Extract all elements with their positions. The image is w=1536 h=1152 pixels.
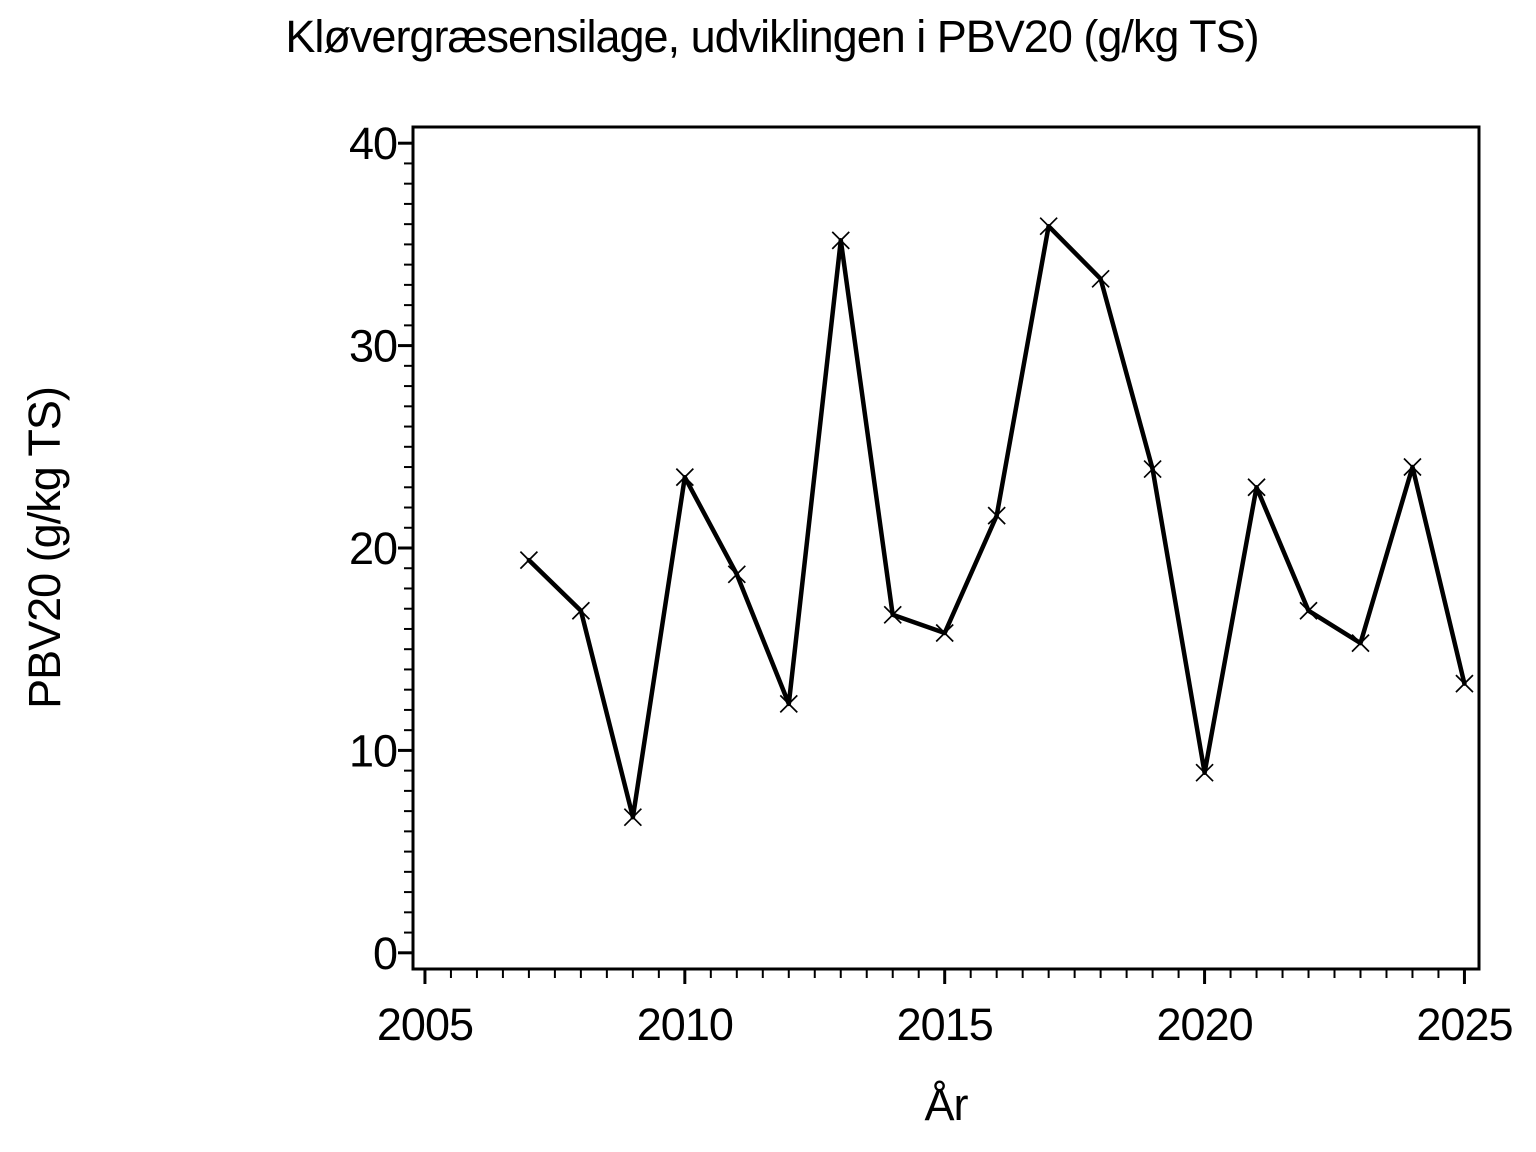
- marker-stroke: [1351, 634, 1370, 653]
- data-point-marker: [727, 565, 746, 584]
- data-point-marker: [1091, 269, 1110, 288]
- data-point-marker: [831, 231, 850, 250]
- chart-title: Kløvergræsensilage, udviklingen i PBV20 …: [285, 11, 1258, 62]
- marker-stroke: [1247, 478, 1266, 497]
- marker-stroke: [1195, 763, 1214, 782]
- y-tick-label: 30: [349, 321, 397, 372]
- marker-stroke: [1091, 269, 1110, 288]
- y-axis-label: PBV20 (g/kg TS): [19, 387, 70, 709]
- data-series: [519, 217, 1474, 827]
- y-tick-label: 10: [349, 725, 397, 776]
- y-tick-label: 40: [349, 118, 397, 169]
- data-point-marker: [1195, 763, 1214, 782]
- marker-stroke: [831, 231, 850, 250]
- data-point-marker: [1247, 478, 1266, 497]
- data-point-marker: [623, 808, 642, 827]
- tick-labels: 2005 2010 2015 2020 2025 0 10 20 30 40: [349, 118, 1514, 1050]
- marker-stroke: [1039, 217, 1058, 236]
- x-tick-label: 2015: [897, 999, 993, 1050]
- marker-stroke: [571, 601, 590, 620]
- data-point-marker: [883, 605, 902, 624]
- x-tick-label: 2005: [377, 999, 473, 1050]
- marker-stroke: [1403, 457, 1422, 477]
- marker-stroke: [519, 551, 539, 570]
- marker-stroke: [935, 623, 954, 643]
- data-point-marker: [1039, 217, 1058, 236]
- y-tick-label: 0: [373, 928, 397, 979]
- plot-frame: [411, 125, 1481, 971]
- data-point-marker: [1351, 634, 1370, 653]
- axis-ticks: [398, 141, 1466, 984]
- marker-stroke: [779, 694, 798, 713]
- y-tick-label: 20: [349, 523, 397, 574]
- x-tick-label: 2020: [1157, 999, 1253, 1050]
- data-point-marker: [1299, 601, 1318, 620]
- marker-stroke: [1455, 674, 1474, 693]
- x-axis-label: År: [925, 1079, 969, 1130]
- data-point-marker: [1143, 459, 1162, 479]
- data-point-marker: [571, 601, 590, 620]
- marker-stroke: [987, 506, 1006, 525]
- plot-border: [411, 125, 1481, 971]
- x-tick-label: 2025: [1416, 999, 1512, 1050]
- data-point-marker: [675, 468, 694, 487]
- data-point-marker: [519, 551, 539, 570]
- marker-stroke: [1299, 601, 1318, 620]
- marker-stroke: [883, 605, 902, 624]
- marker-stroke: [1143, 459, 1162, 479]
- marker-stroke: [727, 565, 746, 584]
- data-point-marker: [987, 506, 1006, 525]
- data-point-marker: [1455, 674, 1474, 693]
- data-point-marker: [1403, 457, 1422, 477]
- data-point-marker: [779, 694, 798, 713]
- data-line: [526, 223, 1467, 820]
- marker-stroke: [623, 808, 642, 827]
- x-tick-label: 2010: [637, 999, 733, 1050]
- data-point-marker: [935, 623, 954, 643]
- marker-stroke: [675, 468, 694, 487]
